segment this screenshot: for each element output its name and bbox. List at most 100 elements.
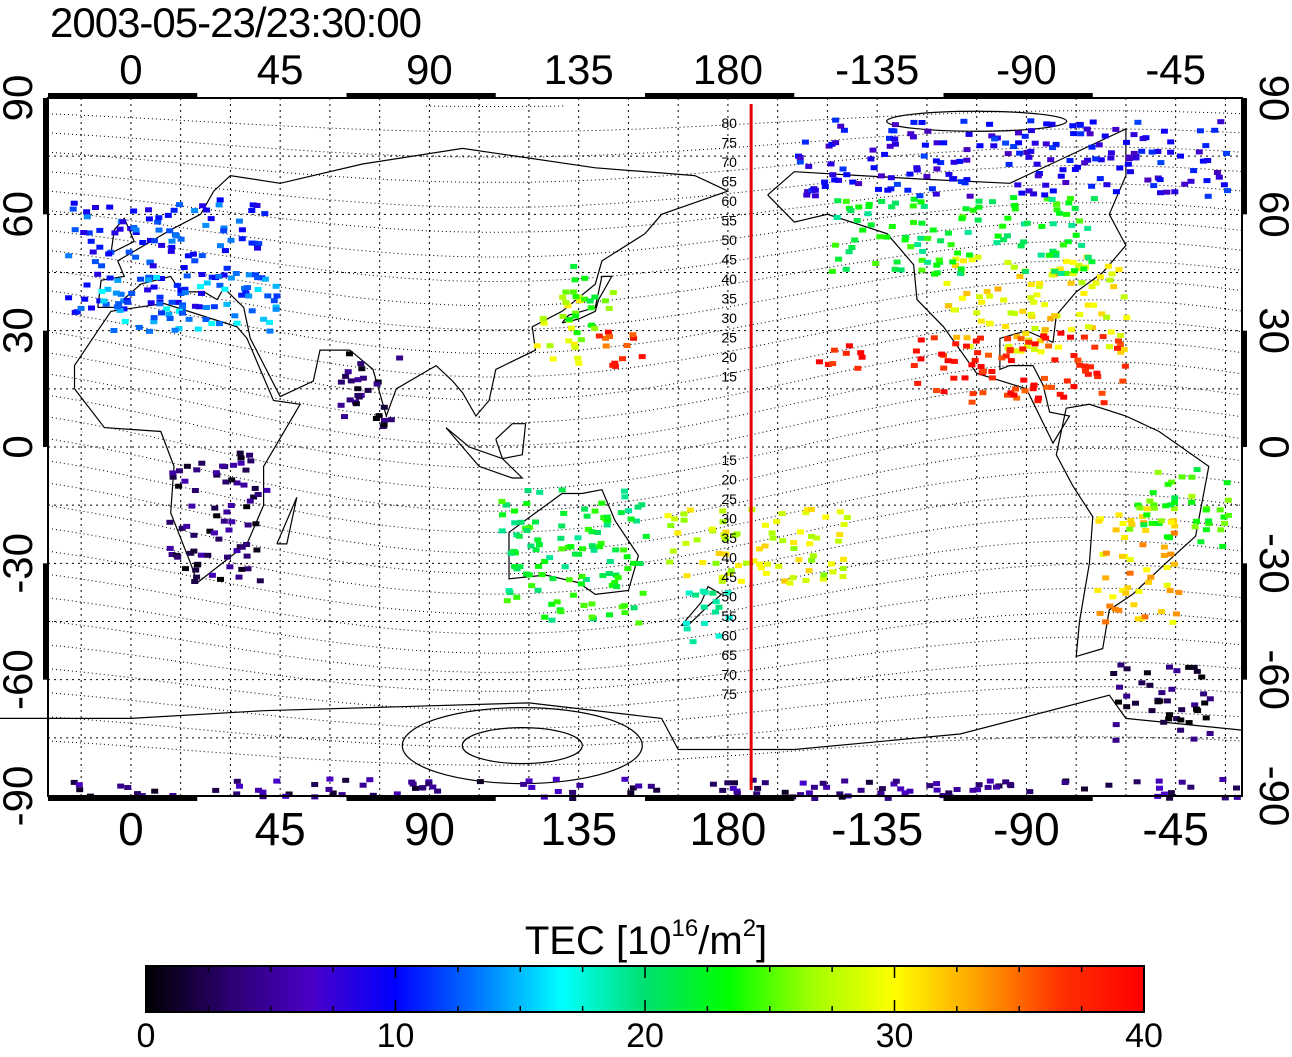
tec-cell: [1142, 528, 1150, 533]
tec-cell: [1051, 313, 1059, 319]
tec-cell: [1190, 664, 1198, 670]
tec-cell: [1155, 521, 1163, 526]
tec-cell: [892, 200, 899, 206]
tec-cell: [1045, 252, 1053, 258]
tec-cell: [198, 552, 205, 558]
tec-cell: [605, 571, 613, 576]
tec-cell: [621, 776, 629, 782]
tec-cell: [1069, 259, 1077, 265]
tec-cell: [815, 359, 823, 365]
tec-cell: [1202, 143, 1210, 149]
tec-cell: [986, 778, 994, 784]
tec-cell: [855, 181, 863, 187]
tec-cell: [1204, 193, 1212, 199]
tec-cell: [726, 571, 734, 577]
tec-cell: [886, 135, 893, 141]
tec-cell: [223, 265, 231, 271]
tec-cell: [1177, 153, 1184, 159]
tec-cell: [985, 352, 992, 358]
tec-cell: [754, 785, 762, 791]
tec-cell: [548, 601, 556, 607]
tec-cell: [246, 452, 254, 458]
tec-cell: [1127, 518, 1135, 523]
tec-cell: [1148, 520, 1156, 526]
tec-cell: [1143, 567, 1151, 573]
tec-cell: [886, 143, 894, 149]
tec-cell: [1193, 518, 1200, 524]
tec-cell: [565, 577, 573, 583]
tec-cell: [608, 583, 616, 588]
tec-cell: [220, 518, 228, 524]
tec-cell: [219, 463, 227, 469]
tec-cell: [532, 547, 540, 553]
tec-cell: [1156, 177, 1164, 183]
tec-cell: [1056, 391, 1064, 397]
tec-cell: [1154, 469, 1162, 475]
tec-cell: [1115, 338, 1122, 344]
tec-cell: [168, 299, 176, 305]
tec-cell: [434, 788, 442, 794]
tec-cell: [577, 337, 585, 343]
tec-cell: [1191, 524, 1199, 530]
tec-cell: [198, 460, 206, 466]
tec-cell: [581, 275, 589, 281]
tec-cell: [252, 521, 260, 527]
tec-cell: [528, 583, 536, 589]
tec-cell: [875, 186, 882, 192]
tec-cell: [775, 563, 783, 569]
tec-cell: [536, 489, 544, 495]
tec-cell: [223, 509, 231, 515]
tec-cell: [1162, 503, 1170, 509]
tec-cell: [1025, 188, 1033, 194]
tec-cell: [1097, 157, 1105, 163]
tec-cell: [1005, 161, 1013, 167]
tec-cell: [96, 244, 104, 250]
tec-cell: [835, 177, 842, 183]
tec-cell: [888, 224, 896, 229]
tec-cell: [1108, 271, 1116, 277]
tec-cell: [638, 354, 646, 360]
tec-cell: [966, 252, 974, 258]
mlat-contour: [47, 563, 1243, 635]
frame-bar: [1242, 98, 1247, 215]
tec-cell: [1202, 507, 1210, 513]
tec-cell: [144, 287, 152, 293]
tec-cell: [1163, 565, 1171, 570]
tec-cell: [1025, 339, 1033, 345]
tec-cell: [1041, 302, 1049, 308]
tec-cell: [567, 544, 575, 550]
tec-cell: [1116, 684, 1123, 690]
tec-cell: [795, 557, 803, 563]
tec-cell: [166, 545, 174, 551]
contour-label: 50: [721, 232, 737, 248]
tec-cell: [156, 301, 164, 307]
tec-cell: [810, 186, 818, 192]
tec-cell: [988, 369, 996, 374]
tec-cell: [709, 781, 717, 787]
tec-cell: [1107, 150, 1115, 156]
tec-cell: [222, 479, 230, 485]
tec-cell: [87, 238, 95, 244]
tec-cell: [180, 265, 188, 270]
tec-cell: [807, 507, 815, 512]
tec-cell: [216, 321, 223, 327]
tec-cell: [1098, 390, 1106, 396]
tec-cell: [558, 487, 566, 493]
tec-cell: [115, 301, 123, 307]
tec-cell: [1106, 344, 1113, 350]
tec-cell: [191, 488, 199, 493]
tec-cell: [1094, 587, 1102, 593]
tec-cell: [195, 304, 203, 310]
tec-cell: [1169, 619, 1177, 625]
tec-cell: [931, 271, 939, 277]
tec-cell: [724, 590, 732, 596]
tec-cell: [833, 215, 841, 220]
top-lon-tick-label: -90: [996, 46, 1057, 93]
tec-cell: [135, 324, 143, 330]
tec-cell: [1026, 789, 1034, 795]
tec-cell: [1202, 527, 1210, 533]
tec-cell: [1150, 502, 1158, 508]
tec-cell: [169, 470, 177, 476]
mlat-contour: [47, 425, 1243, 512]
tec-cell: [510, 548, 518, 554]
